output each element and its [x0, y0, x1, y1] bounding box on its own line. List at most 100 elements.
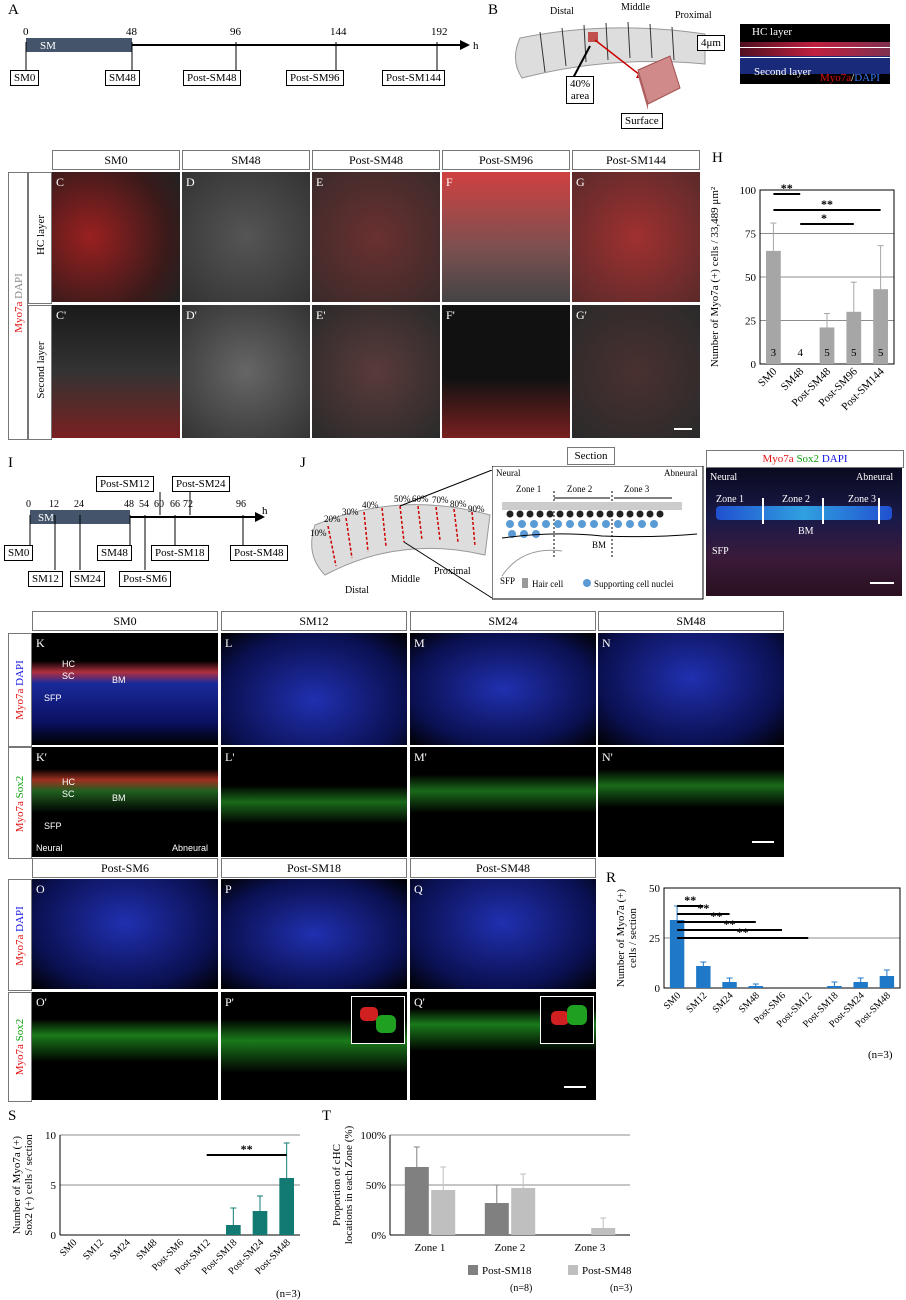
image-e: E [312, 172, 440, 302]
svg-text:Hair cell: Hair cell [532, 579, 564, 589]
svg-text:Distal: Distal [345, 585, 369, 596]
n-label: 5 [824, 347, 830, 359]
svg-text:0: 0 [26, 499, 31, 510]
bar [766, 250, 781, 364]
significance-label: ** [821, 197, 833, 211]
timeline-a-box-sm0: SM0 [10, 70, 40, 86]
image-k: K HC SC BM SFP [32, 633, 218, 745]
svg-text:96: 96 [236, 499, 246, 510]
y-tick-label: 50 [745, 272, 757, 284]
y-tick-label: 50 [649, 883, 661, 895]
b-middle: Middle [621, 2, 650, 13]
bar [827, 986, 842, 988]
svg-text:30%: 30% [342, 507, 359, 517]
timeline-a: SM h 0 48 96 144 192 [23, 26, 479, 70]
scale-bar-1 [674, 428, 692, 430]
timeline-i-box-post-sm18: Post-SM18 [151, 545, 209, 561]
bar [853, 982, 868, 988]
significance-label: ** [241, 1142, 253, 1156]
y-axis-label: locations in each Zone (%) [343, 1125, 355, 1244]
grid1-col-sm48: SM48 [182, 150, 310, 170]
bar [591, 1228, 616, 1235]
svg-text:80%: 80% [450, 499, 467, 509]
y-axis-label: Proportion of cHC [331, 1144, 343, 1226]
timeline-a-sm-text: SM [40, 40, 56, 52]
grid2-col-sm12: SM12 [221, 611, 407, 631]
x-tick-label: SM24 [108, 1237, 133, 1262]
image-q: Q [410, 879, 596, 989]
legend-swatch [468, 1265, 478, 1275]
image-m: M [410, 633, 596, 745]
svg-text:SFP: SFP [500, 576, 515, 586]
significance-label: * [821, 211, 827, 225]
svg-text:192: 192 [431, 26, 448, 38]
legend-n: (n=8) [510, 1283, 532, 1294]
legend-n: (n=3) [610, 1283, 632, 1294]
image-e-prime: E' [312, 305, 440, 438]
b-hc-layer: HC layer [752, 26, 793, 38]
svg-text:70%: 70% [432, 495, 449, 505]
bar [846, 311, 862, 364]
grid3-col-post-sm48: Post-SM48 [410, 858, 596, 878]
grid1-row-hc: HC layer [28, 172, 52, 304]
grid2-row2-label: Myo7a Sox2 [8, 747, 32, 859]
timeline-a-box-post-sm144: Post-SM144 [382, 70, 446, 86]
svg-text:54: 54 [139, 499, 149, 510]
svg-text:SM: SM [38, 512, 54, 524]
b-surface-box: Surface [621, 113, 663, 129]
n-label: 5 [851, 347, 857, 359]
b-distal: Distal [550, 6, 574, 17]
svg-text:96: 96 [230, 26, 242, 38]
significance-label: ** [737, 925, 749, 939]
n-label: 4 [797, 347, 803, 359]
b-stain-legend: Myo7a/DAPI [820, 72, 880, 84]
significance-label: ** [697, 901, 709, 915]
legend-label: Post-SM48 [582, 1265, 632, 1277]
timeline-i-box-sm48: SM48 [97, 545, 132, 561]
timeline-i-box-post-sm6: Post-SM6 [119, 571, 172, 587]
y-axis-label: Number of Myo7a (+) [11, 1136, 23, 1234]
svg-text:50%: 50% [394, 494, 411, 504]
y-tick-label: 0 [655, 983, 661, 995]
image-f-prime: F' [442, 305, 570, 438]
n-note: (n=3) [868, 1049, 893, 1060]
svg-text:Supporting cell nuclei: Supporting cell nuclei [594, 579, 674, 589]
image-c: C [52, 172, 180, 302]
timeline-i-box-post-sm24: Post-SM24 [172, 476, 230, 492]
svg-text:Zone 2: Zone 2 [567, 484, 592, 494]
panel-label-b: B [488, 2, 499, 18]
image-d-prime: D' [182, 305, 310, 438]
svg-text:90%: 90% [468, 504, 485, 514]
svg-text:Zone 3: Zone 3 [624, 484, 650, 494]
legend-label: Post-SM18 [482, 1265, 532, 1277]
b-proximal: Proximal [675, 10, 712, 21]
grid2-row1-label: Myo7a DAPI [8, 633, 32, 747]
grid1-col-post-sm48: Post-SM48 [312, 150, 440, 170]
image-p-prime: P' [221, 992, 407, 1100]
grid3-row2-label: Myo7a Sox2 [8, 992, 32, 1102]
bar [226, 1225, 241, 1235]
inset-p-prime [351, 996, 405, 1044]
n-label: 5 [878, 347, 884, 359]
y-axis-label: Sox2 (+) cells / section [23, 1134, 35, 1236]
timeline-i-box-post-sm48: Post-SM48 [230, 545, 288, 561]
grid2-col-sm0: SM0 [32, 611, 218, 631]
significance-label: ** [781, 181, 793, 195]
significance-label: ** [724, 917, 736, 931]
y-tick-label: 25 [649, 933, 661, 945]
b-depth-box: 4μm [697, 35, 725, 51]
grid3-col-post-sm18: Post-SM18 [221, 858, 407, 878]
b-section-image: HC layer Second layer [740, 24, 890, 84]
b-area-box: 40% area [566, 76, 595, 104]
y-axis-label: Number of Myo7a (+) cells / 33,489 μm² [709, 186, 721, 367]
timeline-a-unit: h [473, 40, 479, 52]
y-axis-label: Number of Myo7a (+) [615, 889, 627, 987]
svg-text:24: 24 [74, 499, 84, 510]
bar [404, 1167, 429, 1235]
bar [252, 1211, 268, 1235]
scale-bar-3 [564, 1086, 586, 1088]
svg-text:72: 72 [183, 499, 193, 510]
grid2-col-sm48: SM48 [598, 611, 784, 631]
